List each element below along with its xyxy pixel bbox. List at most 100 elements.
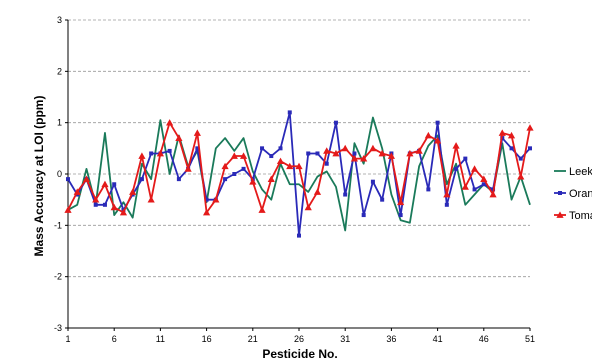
data-point — [297, 233, 301, 238]
data-point — [138, 152, 146, 159]
legend-marker — [556, 211, 564, 218]
y-tick-labels: -3 -2 -1 0 1 2 3 — [54, 15, 62, 333]
data-point — [509, 146, 514, 151]
data-point — [461, 183, 469, 190]
data-point — [424, 131, 432, 139]
data-point — [528, 146, 532, 151]
data-point — [286, 162, 294, 170]
data-point — [370, 179, 375, 184]
y-tick-label: -2 — [54, 272, 62, 282]
legend: Leek Orange Tomato — [554, 166, 592, 222]
x-tick-label: 36 — [386, 334, 396, 344]
x-tick-label: 6 — [112, 334, 117, 344]
data-point — [119, 208, 128, 216]
data-point — [241, 166, 246, 171]
y-tick-label: 3 — [57, 15, 62, 25]
legend-label: Leek — [569, 166, 592, 178]
x-tick-labels: 1 6 11 16 21 26 31 36 41 46 51 — [65, 334, 535, 344]
data-point — [129, 188, 137, 195]
data-point — [443, 190, 451, 198]
y-tick-label: 2 — [57, 66, 62, 76]
data-point — [387, 152, 395, 159]
axes — [65, 19, 531, 331]
data-point — [260, 146, 265, 151]
data-point — [258, 206, 266, 213]
data-point — [369, 144, 377, 152]
data-point — [435, 120, 440, 125]
data-point — [452, 142, 460, 149]
legend-item-tomato: Tomato — [554, 210, 592, 222]
data-point — [110, 203, 118, 211]
data-point — [361, 213, 366, 218]
data-point — [313, 188, 322, 195]
legend-marker — [558, 191, 562, 195]
data-point — [406, 149, 414, 157]
data-point — [184, 165, 192, 172]
data-point — [212, 196, 220, 203]
data-point — [480, 175, 488, 183]
data-point — [341, 144, 349, 152]
x-tick-label: 21 — [248, 334, 258, 344]
series-lines — [64, 110, 534, 238]
data-point — [454, 166, 459, 171]
data-point — [156, 149, 164, 157]
y-tick-label: -3 — [54, 323, 62, 333]
x-tick-label: 16 — [202, 334, 212, 344]
data-point — [489, 190, 497, 198]
data-point — [526, 124, 534, 131]
data-point — [232, 172, 237, 176]
y-tick-label: -1 — [54, 220, 62, 230]
legend-item-leek: Leek — [554, 166, 592, 178]
data-point — [507, 131, 516, 139]
y-tick-label: 1 — [57, 118, 62, 128]
data-point — [239, 152, 248, 159]
y-tick-label: 0 — [57, 169, 62, 179]
data-point — [295, 162, 303, 170]
data-point — [276, 157, 285, 165]
legend-item-orange: Orange — [554, 188, 592, 200]
data-point — [66, 177, 70, 182]
data-point — [93, 202, 98, 207]
data-point — [112, 182, 117, 187]
data-point — [166, 119, 174, 126]
data-point — [434, 137, 442, 144]
data-point — [203, 208, 211, 216]
x-tick-label: 1 — [65, 334, 70, 344]
data-point — [415, 147, 423, 154]
data-point — [102, 202, 107, 207]
data-point — [324, 161, 329, 166]
data-point — [352, 151, 357, 156]
data-point — [470, 165, 479, 172]
data-point — [398, 213, 403, 218]
data-point — [230, 152, 238, 159]
data-point — [167, 148, 172, 153]
data-point — [223, 177, 228, 182]
data-point — [426, 187, 431, 192]
data-point — [269, 154, 274, 159]
data-point — [147, 196, 155, 203]
data-point — [176, 177, 181, 182]
data-point — [323, 147, 331, 154]
data-point — [472, 187, 477, 192]
data-point — [332, 149, 340, 157]
data-point — [350, 155, 359, 162]
data-point — [139, 177, 144, 182]
data-point — [193, 129, 201, 136]
x-tick-label: 51 — [525, 334, 535, 344]
data-point — [306, 151, 311, 156]
data-point — [360, 155, 368, 162]
data-point — [149, 151, 154, 156]
data-point — [195, 146, 200, 151]
data-point — [517, 172, 525, 180]
x-axis-title: Pesticide No. — [262, 347, 337, 361]
legend-label: Tomato — [569, 210, 592, 222]
data-point — [518, 156, 523, 161]
data-point — [397, 198, 405, 206]
data-point — [444, 202, 449, 207]
x-tick-label: 26 — [294, 334, 304, 344]
data-point — [101, 180, 109, 188]
data-point — [249, 178, 257, 185]
data-point — [333, 120, 338, 125]
data-point — [498, 129, 506, 136]
